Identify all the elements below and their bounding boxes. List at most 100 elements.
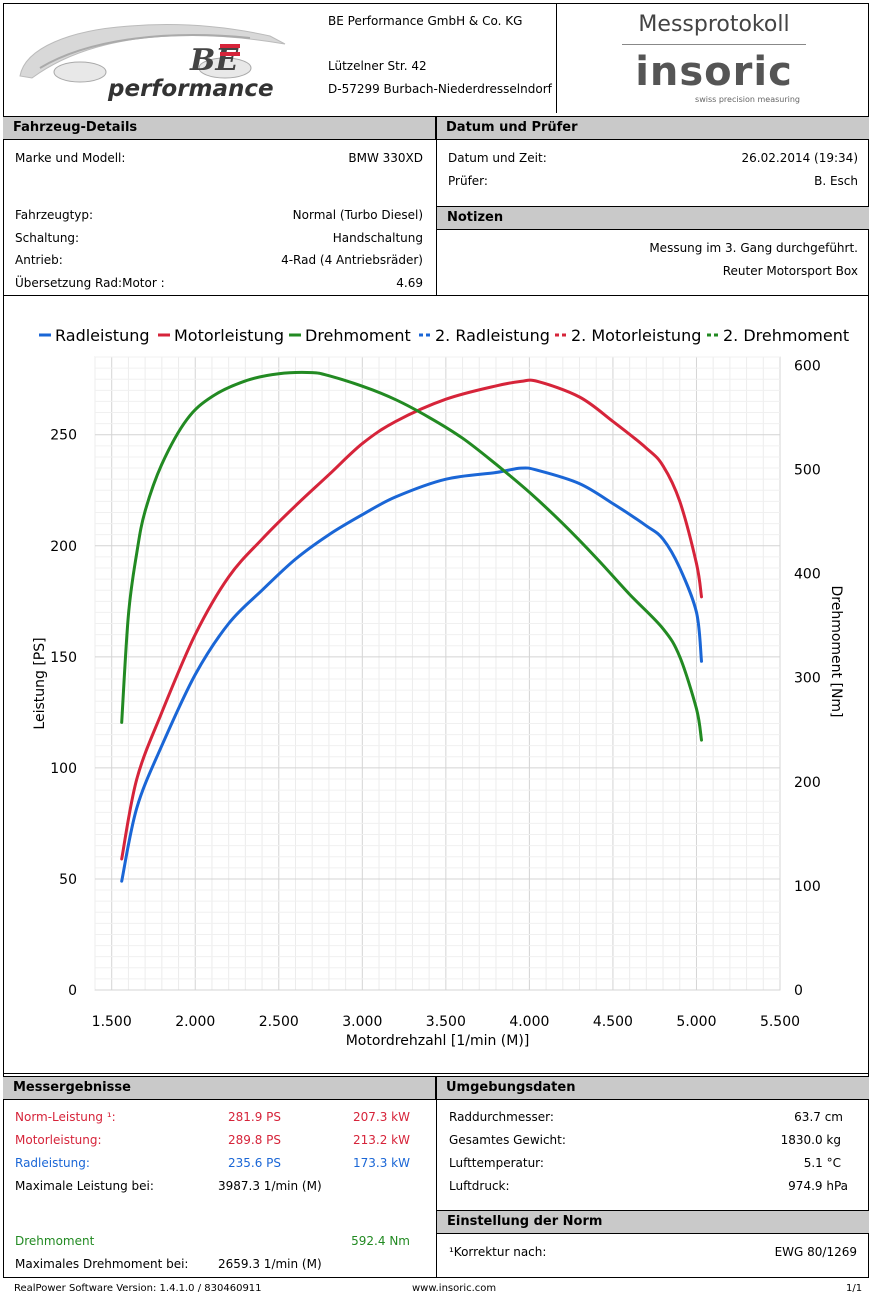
y-axis-label: Leistung [PS] bbox=[32, 637, 48, 729]
series-line-radleistung bbox=[120, 466, 703, 883]
svg-text:BE: BE bbox=[189, 43, 239, 78]
y-tick-label: 100 bbox=[50, 761, 77, 777]
norm-power-kw: 207.3 kW bbox=[353, 1110, 410, 1124]
vehicle-label: Schaltung: bbox=[15, 231, 80, 245]
environment-value: 63.7 cm bbox=[794, 1110, 843, 1124]
x-axis-label: Motordrehzahl [1/min (M)] bbox=[346, 1033, 530, 1049]
results-top-border bbox=[3, 1073, 869, 1074]
y2-tick-label: 0 bbox=[794, 983, 803, 999]
company-street: Lützelner Str. 42 bbox=[328, 59, 427, 73]
y-tick-label: 0 bbox=[68, 983, 77, 999]
x-tick-label: 3.000 bbox=[342, 1014, 382, 1030]
vehicle-value: 4.69 bbox=[396, 276, 423, 290]
x-tick-label: 2.500 bbox=[259, 1014, 299, 1030]
vehicle-label: Übersetzung Rad:Motor : bbox=[15, 276, 165, 290]
y-tick-label: 50 bbox=[59, 872, 77, 888]
plot-area bbox=[94, 356, 781, 991]
series-line-drehmoment bbox=[120, 370, 703, 742]
torque-label: Drehmoment bbox=[15, 1234, 95, 1248]
legend-label: 2. Motorleistung bbox=[571, 326, 701, 345]
torque-value: 592.4 Nm bbox=[351, 1234, 410, 1248]
notes-header: Notizen bbox=[437, 206, 869, 230]
tester-label: Prüfer: bbox=[448, 174, 488, 188]
norm-correction-value: EWG 80/1269 bbox=[774, 1245, 857, 1259]
x-tick-label: 1.500 bbox=[92, 1014, 132, 1030]
dyno-chart: Radleistung Motorleistung Drehmoment 2. Rad… bbox=[32, 326, 849, 1049]
x-tick-label: 4.500 bbox=[593, 1014, 633, 1030]
company-name: BE Performance GmbH & Co. KG bbox=[328, 14, 523, 28]
vehicle-value: Normal (Turbo Diesel) bbox=[292, 208, 423, 222]
engine-power-kw: 213.2 kW bbox=[353, 1133, 410, 1147]
date-value: 26.02.2014 (19:34) bbox=[741, 151, 858, 165]
norm-correction-label: ¹Korrektur nach: bbox=[449, 1245, 547, 1259]
header-divider bbox=[556, 3, 557, 113]
y2-tick-label: 200 bbox=[794, 775, 821, 791]
norm-power-label: Norm-Leistung ¹: bbox=[15, 1110, 116, 1124]
tester-value: B. Esch bbox=[814, 174, 858, 188]
y2-axis-label: Drehmoment [Nm] bbox=[828, 585, 844, 717]
chart-grid bbox=[94, 356, 781, 991]
series-line-motorleistung bbox=[120, 378, 703, 861]
page-number: 1/1 bbox=[846, 1283, 863, 1294]
results-header: Messergebnisse bbox=[3, 1076, 436, 1100]
environment-label: Luftdruck: bbox=[449, 1179, 510, 1193]
notes-line: Messung im 3. Gang durchgeführt. bbox=[649, 241, 858, 255]
wheel-power-ps: 235.6 PS bbox=[227, 1156, 281, 1170]
environment-label: Lufttemperatur: bbox=[449, 1156, 544, 1170]
norm-setting-header: Einstellung der Norm bbox=[437, 1210, 869, 1234]
insoric-tagline: swiss precision measuring bbox=[695, 95, 800, 104]
results-divider bbox=[436, 1076, 437, 1278]
chart-legend: Radleistung Motorleistung Drehmoment 2. Rad… bbox=[39, 326, 849, 345]
svg-text:performance: performance bbox=[107, 76, 274, 102]
vehicle-value: BMW 330XD bbox=[348, 151, 423, 165]
x-tick-label: 3.500 bbox=[426, 1014, 466, 1030]
legend-label: 2. Radleistung bbox=[435, 326, 550, 345]
section-bottom-border bbox=[3, 295, 869, 296]
date-label: Datum und Zeit: bbox=[448, 151, 547, 165]
be-performance-logo: BE performance bbox=[19, 23, 286, 102]
y-tick-label: 250 bbox=[50, 428, 77, 444]
environment-label: Gesamtes Gewicht: bbox=[449, 1133, 566, 1147]
vehicle-label: Fahrzeugtyp: bbox=[15, 208, 94, 222]
y-tick-label: 150 bbox=[50, 650, 77, 666]
max-power-rpm-label: Maximale Leistung bei: bbox=[15, 1179, 154, 1193]
y2-tick-label: 100 bbox=[794, 879, 821, 895]
insoric-logo: insoric bbox=[635, 49, 793, 95]
legend-label: 2. Drehmoment bbox=[723, 326, 849, 345]
y2-tick-label: 600 bbox=[794, 358, 821, 374]
legend-label: Radleistung bbox=[55, 326, 150, 345]
engine-power-label: Motorleistung: bbox=[15, 1133, 102, 1147]
protocol-title: Messprotokoll bbox=[638, 12, 790, 37]
wheel-power-kw: 173.3 kW bbox=[353, 1156, 410, 1170]
environment-label: Raddurchmesser: bbox=[449, 1110, 554, 1124]
y2-tick-label: 500 bbox=[794, 462, 821, 478]
vehicle-value: Handschaltung bbox=[332, 231, 423, 245]
chart-axes: 1.500 2.000 2.500 3.000 3.500 4.000 4.500 5.000… bbox=[50, 358, 820, 1030]
footer-url[interactable]: www.insoric.com bbox=[412, 1283, 497, 1294]
vehicle-label: Antrieb: bbox=[15, 253, 63, 267]
environment-header: Umgebungsdaten bbox=[436, 1076, 869, 1100]
max-torque-rpm-label: Maximales Drehmoment bei: bbox=[15, 1257, 189, 1271]
vehicle-value: 4-Rad (4 Antriebsräder) bbox=[281, 253, 423, 267]
max-power-rpm-value: 3987.3 1/min (M) bbox=[218, 1179, 322, 1193]
wheel-power-label: Radleistung: bbox=[15, 1156, 90, 1170]
x-tick-label: 5.500 bbox=[760, 1014, 800, 1030]
y-tick-label: 200 bbox=[50, 539, 77, 555]
company-city: D-57299 Burbach-Niederdresselndorf bbox=[328, 82, 552, 96]
x-tick-label: 2.000 bbox=[175, 1014, 215, 1030]
chart-lines bbox=[120, 370, 703, 883]
environment-value: 5.1 °C bbox=[803, 1156, 841, 1170]
vehicle-label: Marke und Modell: bbox=[15, 151, 126, 165]
environment-value: 1830.0 kg bbox=[780, 1133, 841, 1147]
vehicle-header: Fahrzeug-Details bbox=[3, 116, 436, 140]
norm-power-ps: 281.9 PS bbox=[227, 1110, 281, 1124]
engine-power-ps: 289.8 PS bbox=[227, 1133, 281, 1147]
x-tick-label: 4.000 bbox=[509, 1014, 549, 1030]
x-tick-label: 5.000 bbox=[676, 1014, 716, 1030]
notes-line: Reuter Motorsport Box bbox=[722, 264, 858, 278]
y2-tick-label: 400 bbox=[794, 567, 821, 583]
legend-label: Drehmoment bbox=[305, 326, 411, 345]
y2-tick-label: 300 bbox=[794, 671, 821, 687]
environment-value: 974.9 hPa bbox=[788, 1179, 848, 1193]
date-header: Datum und Prüfer bbox=[436, 116, 869, 140]
